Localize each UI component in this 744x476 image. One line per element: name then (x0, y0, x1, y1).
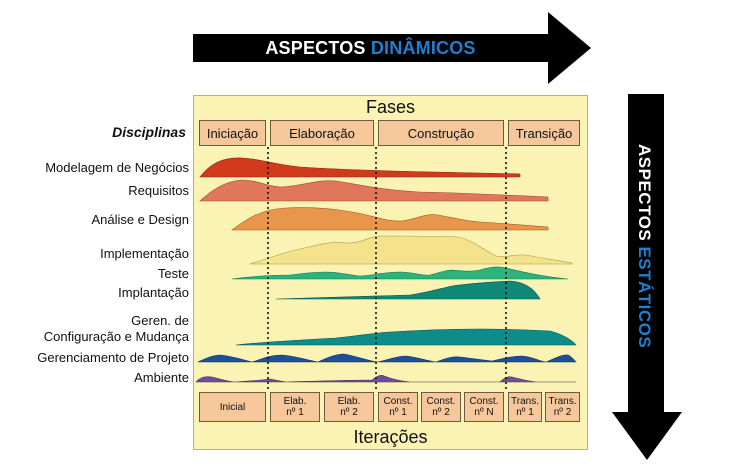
iteration-const-2-line2: nº 2 (432, 407, 450, 418)
iteration-const-2-line1: Const. (426, 396, 456, 407)
iteration-elab-2: Elab. nº 2 (324, 392, 374, 422)
discipline-teste: Teste (157, 266, 189, 281)
static-aspects-label: ASPECTOS ESTÁTICOS (616, 96, 672, 396)
discipline-modelagem-negocios: Modelagem de Negócios (45, 160, 189, 175)
iteration-const-n-line2: nº N (474, 407, 494, 418)
hump-configuracao-mudanca (235, 328, 577, 346)
phase-iniciacao: Iniciação (199, 120, 266, 146)
iteration-trans-2-line2: nº 2 (553, 407, 572, 418)
iteration-elab-2-line1: Elab. (337, 396, 361, 407)
iteration-const-1: Const. nº 1 (378, 392, 418, 422)
phase-elaboracao: Elaboração (270, 120, 374, 146)
iteration-inicial-label: Inicial (219, 401, 246, 413)
iteration-trans-2: Trans. nº 2 (545, 392, 580, 422)
dynamic-aspects-prefix: ASPECTOS (265, 38, 371, 58)
hump-implantacao (275, 280, 541, 300)
disciplines-title: Disciplinas (112, 124, 186, 140)
static-aspects-prefix: ASPECTOS (635, 143, 654, 247)
iteration-elab-2-line2: nº 2 (340, 407, 358, 418)
discipline-ambiente: Ambiente (134, 370, 189, 385)
phase-construcao: Construção (378, 120, 504, 146)
dynamic-aspects-arrow (193, 12, 591, 84)
phase-transicao: Transição (508, 120, 580, 146)
iteration-elab-1-line2: nº 1 (286, 407, 304, 418)
iteration-trans-1-line1: Trans. (511, 396, 539, 407)
hump-analise-design (231, 207, 549, 231)
discipline-config-line1: Geren. de (131, 313, 189, 328)
iteration-elab-1-line1: Elab. (283, 396, 307, 407)
static-aspects-highlight: ESTÁTICOS (635, 246, 654, 349)
iteration-trans-1: Trans. nº 1 (508, 392, 542, 422)
iteration-const-1-line2: nº 1 (389, 407, 407, 418)
iteration-const-n: Const. nº N (464, 392, 504, 422)
iteration-const-n-line1: Const. (469, 396, 499, 407)
discipline-requisitos: Requisitos (128, 183, 189, 198)
hump-ambiente (195, 375, 576, 383)
iterations-title: Iterações (353, 427, 428, 447)
iteration-elab-1: Elab. nº 1 (270, 392, 320, 422)
iteration-const-2: Const. nº 2 (421, 392, 461, 422)
static-aspects-arrow (612, 94, 682, 460)
discipline-effort-chart (195, 147, 577, 390)
hump-gerenciamento-projeto (197, 353, 577, 363)
dynamic-aspects-label: ASPECTOS DINÂMICOS (193, 34, 548, 62)
iteration-inicial: Inicial (199, 392, 266, 422)
hump-implementacao (249, 235, 573, 265)
discipline-gerenciamento-projeto: Gerenciamento de Projeto (37, 350, 189, 365)
hump-modelagem-negocios (199, 157, 521, 178)
discipline-config-line2: Configuração e Mudança (43, 329, 189, 344)
hump-requisitos (199, 179, 549, 202)
discipline-analise-design: Análise e Design (91, 212, 189, 227)
discipline-implementacao: Implementação (100, 246, 189, 261)
iteration-trans-2-line1: Trans. (548, 396, 577, 407)
phases-title: Fases (365, 97, 416, 117)
iteration-trans-1-line2: nº 1 (516, 407, 534, 418)
dynamic-aspects-highlight: DINÂMICOS (370, 38, 476, 58)
discipline-implantacao: Implantação (118, 285, 189, 300)
hump-teste (231, 266, 569, 280)
iteration-const-1-line1: Const. (383, 396, 413, 407)
